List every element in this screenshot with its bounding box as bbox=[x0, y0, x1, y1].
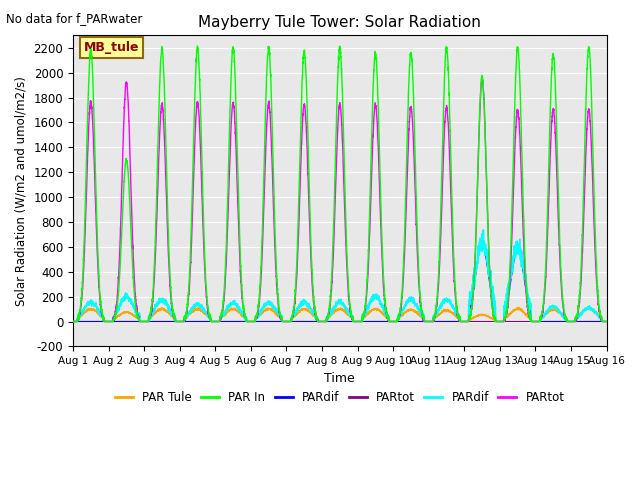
X-axis label: Time: Time bbox=[324, 372, 355, 384]
Text: MB_tule: MB_tule bbox=[84, 41, 139, 54]
Legend: PAR Tule, PAR In, PARdif, PARtot, PARdif, PARtot: PAR Tule, PAR In, PARdif, PARtot, PARdif… bbox=[110, 386, 570, 409]
Text: No data for f_PARwater: No data for f_PARwater bbox=[6, 12, 143, 25]
Title: Mayberry Tule Tower: Solar Radiation: Mayberry Tule Tower: Solar Radiation bbox=[198, 15, 481, 30]
Y-axis label: Solar Radiation (W/m2 and umol/m2/s): Solar Radiation (W/m2 and umol/m2/s) bbox=[15, 76, 28, 306]
